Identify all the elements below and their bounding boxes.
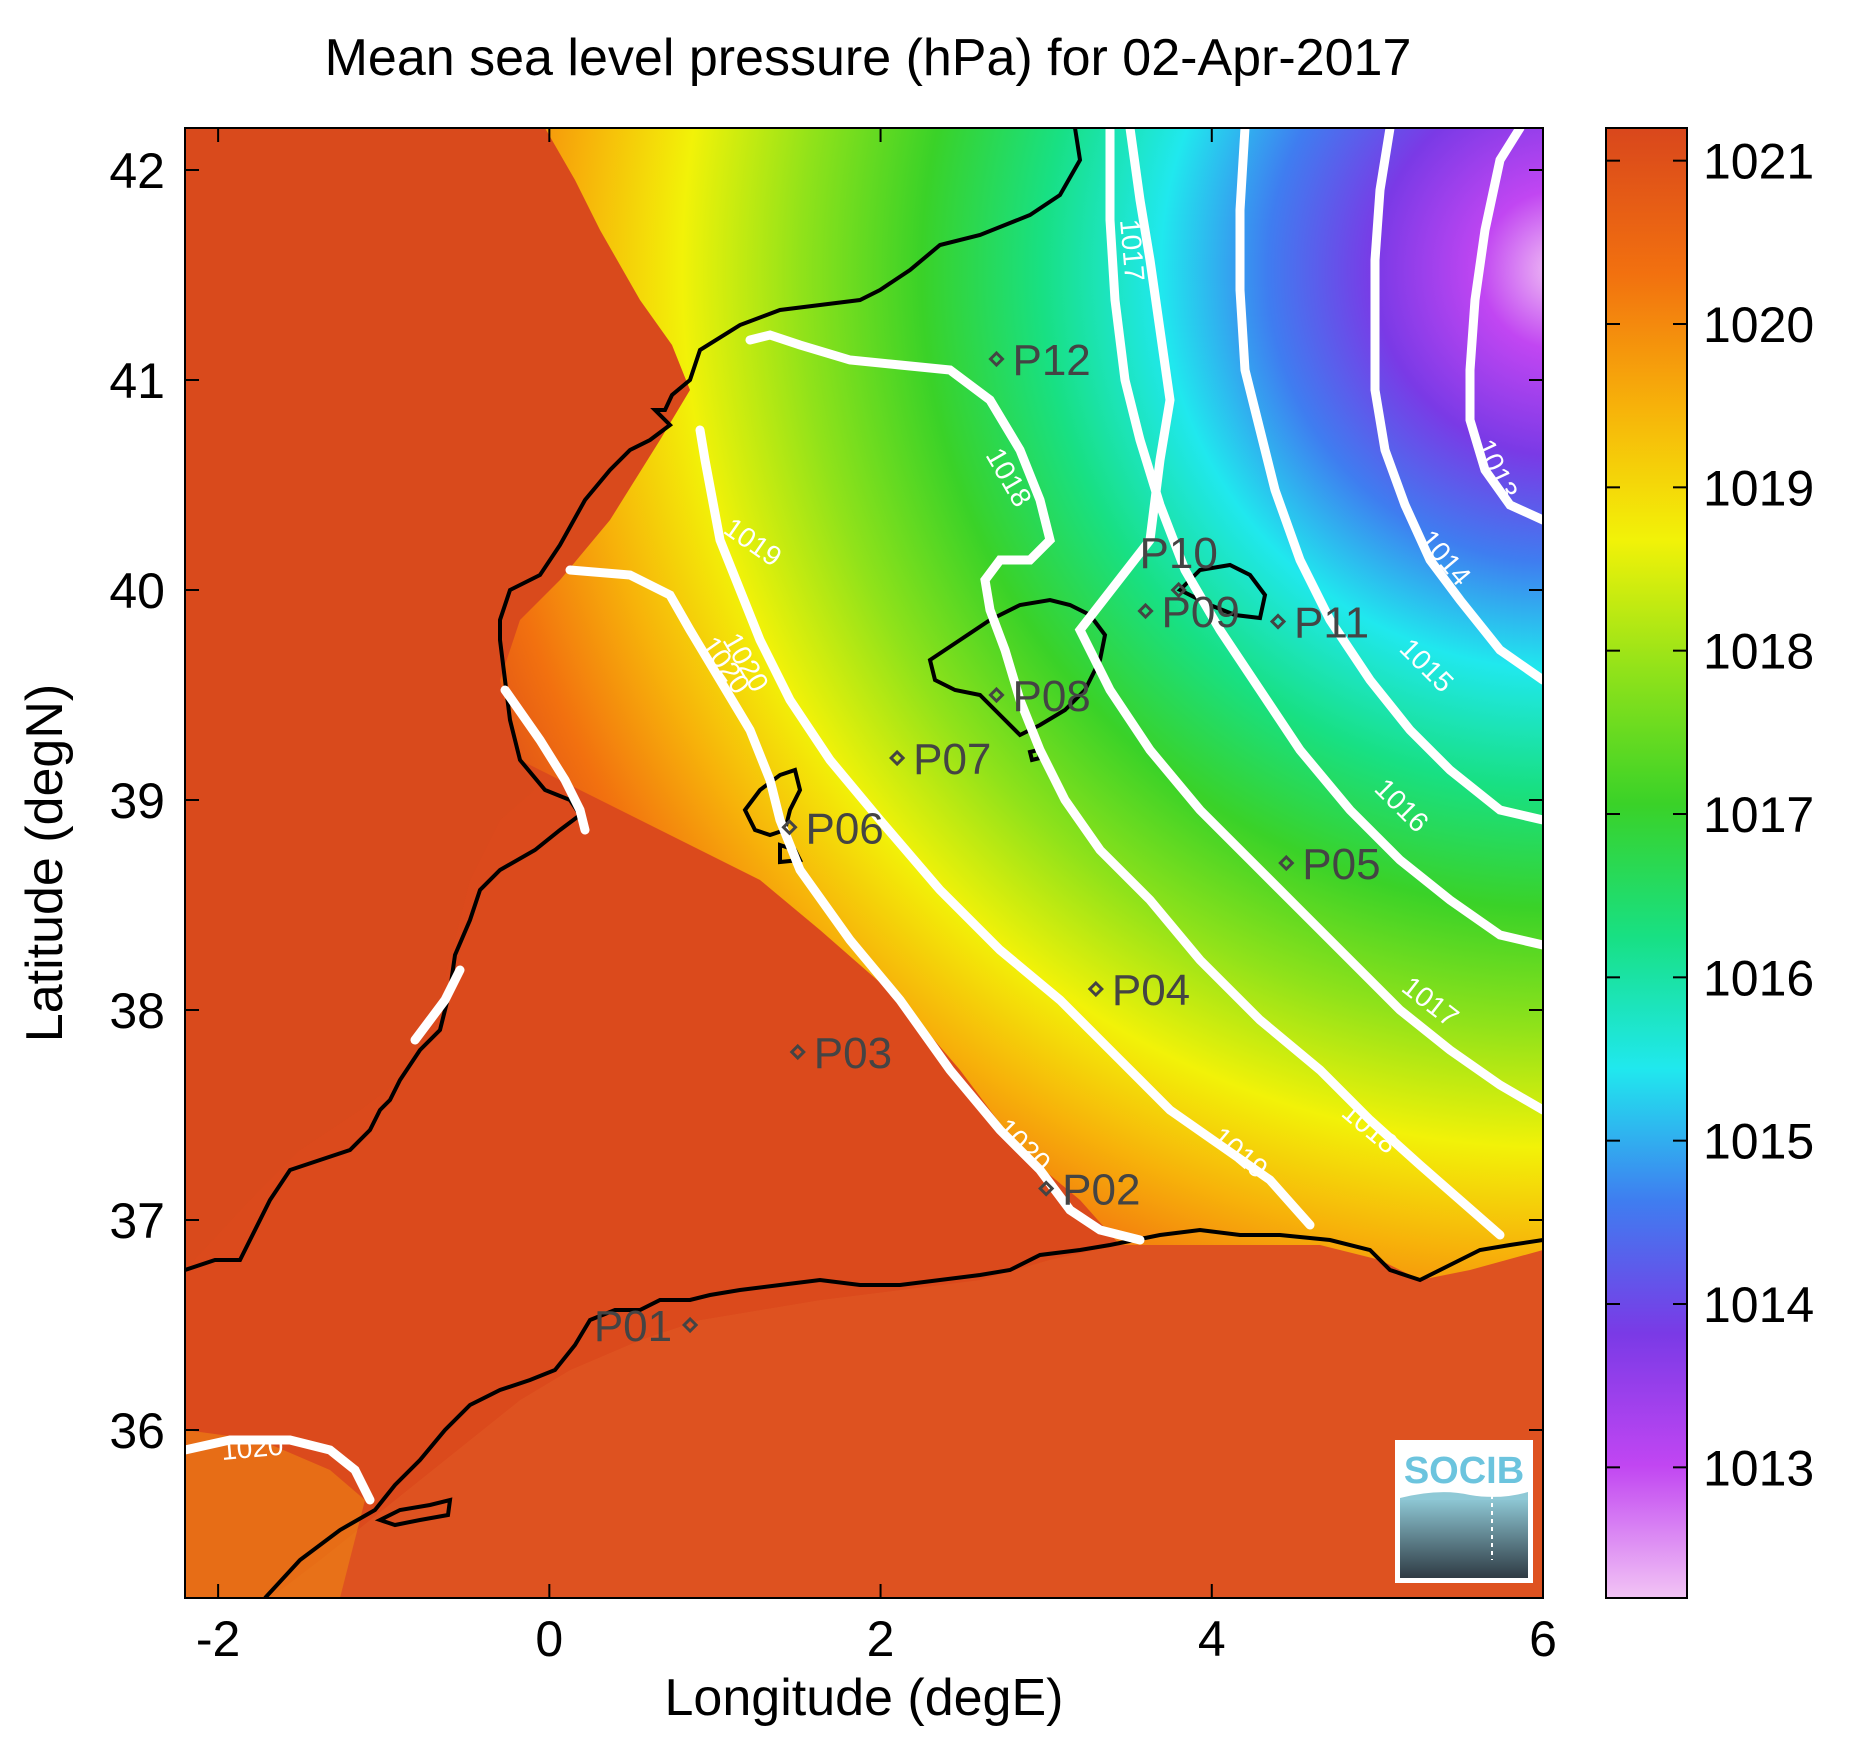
station-label: P03 <box>814 1029 892 1078</box>
station-marker <box>889 749 906 767</box>
isobar-1014 <box>1370 128 1543 685</box>
colorbar-ticks: 1021 1020 1019 1018 1017 1016 1015 1014 1013 <box>1606 134 1814 1496</box>
isobars <box>185 128 1543 1505</box>
land-southern-iberia <box>185 760 1120 1598</box>
station-label: P05 <box>1302 840 1380 889</box>
station-marker <box>988 686 1005 704</box>
isobar-1016 <box>1105 128 1543 950</box>
colorbar-tick-label: 1021 <box>1703 134 1814 190</box>
logo-text: SOCIB <box>1404 1450 1524 1492</box>
coastline-iberia <box>185 128 1083 1272</box>
station-marker <box>1087 980 1104 998</box>
contour-label: 1020 <box>220 1430 285 1466</box>
station-marker <box>988 350 1005 368</box>
isobar-1013 <box>1465 128 1543 525</box>
station-label: P04 <box>1112 966 1190 1015</box>
chart-title: Mean sea level pressure (hPa) for 02-Apr… <box>325 29 1412 87</box>
alboran-island <box>374 1497 453 1528</box>
y-tick-label: 40 <box>109 563 165 619</box>
coastline-north-africa <box>263 1227 1543 1598</box>
map-plot-area: 1013 1014 1015 1016 1017 1018 1019 1020 … <box>185 128 1543 1598</box>
y-axis: 42 41 40 39 38 37 36 <box>109 143 1543 1459</box>
y-tick-label: 38 <box>109 983 165 1039</box>
y-tick-label: 42 <box>109 143 165 199</box>
station-label: P08 <box>1012 672 1090 721</box>
station-marker <box>781 819 798 836</box>
station-marker <box>681 1316 699 1334</box>
x-axis-label: Longitude (degE) <box>665 1669 1064 1727</box>
station-label: P06 <box>805 804 883 853</box>
station-marker <box>1170 581 1187 599</box>
station-label: P01 <box>594 1302 672 1351</box>
sw-warm-patch <box>185 1430 365 1598</box>
isobar-1020-sw <box>185 1435 375 1505</box>
station-label: P07 <box>913 735 991 784</box>
island-menorca <box>1176 562 1268 621</box>
colorbar-scale <box>1605 127 1688 1599</box>
island-mallorca <box>927 597 1108 738</box>
isobar-1020-west <box>500 685 590 835</box>
station-label: P12 <box>1012 336 1090 385</box>
contour-label: 1017 <box>1114 218 1150 283</box>
x-axis: -2 0 2 4 6 <box>196 128 1557 1667</box>
isobar-1018 <box>745 330 1505 1240</box>
y-tick-label: 41 <box>109 353 165 409</box>
x-tick-label: 4 <box>1198 1611 1226 1667</box>
isobar-1015 <box>1235 128 1543 825</box>
plot-frame <box>184 127 1544 1599</box>
station-markers: P01 P02 P03 P04 P05 P06 P07 P08 P09 P10 P11 P12 <box>594 336 1381 1351</box>
land-iberia-west <box>185 128 690 1270</box>
colorbar-tick-label: 1019 <box>1703 460 1814 516</box>
isobar-1020-main <box>565 565 1145 1245</box>
isobar-1019 <box>695 425 1315 1230</box>
y-tick-label: 39 <box>109 773 165 829</box>
y-axis-label: Latitude (degN) <box>16 684 74 1042</box>
land-north-africa <box>270 1245 1543 1598</box>
y-tick-label: 36 <box>109 1403 165 1459</box>
colorbar: 1021 1020 1019 1018 1017 1016 1015 1014 1013 <box>1605 127 1814 1599</box>
colorbar-tick-label: 1013 <box>1703 1440 1814 1496</box>
colorbar-tick-label: 1016 <box>1703 950 1814 1006</box>
x-tick-label: 6 <box>1529 1611 1557 1667</box>
colorbar-tick-label: 1017 <box>1703 787 1814 843</box>
x-tick-label: 2 <box>867 1611 895 1667</box>
colorbar-tick-label: 1020 <box>1703 297 1814 353</box>
station-marker <box>1038 1180 1055 1197</box>
colorbar-tick-label: 1014 <box>1703 1277 1814 1333</box>
station-label: P02 <box>1062 1166 1140 1215</box>
x-tick-label: -2 <box>196 1611 240 1667</box>
station-marker <box>1269 613 1287 630</box>
station-label: P09 <box>1162 588 1240 637</box>
isobar-1020-coast <box>410 965 465 1045</box>
colorbar-tick-label: 1018 <box>1703 624 1814 680</box>
station-marker <box>1137 602 1154 620</box>
station-label: P11 <box>1294 599 1369 648</box>
isobar-1017 <box>1074 128 1543 1115</box>
socib-logo: SOCIB <box>1395 1440 1533 1583</box>
station-label: P10 <box>1140 529 1218 578</box>
station-marker <box>789 1043 806 1061</box>
station-marker <box>1278 854 1295 872</box>
colorbar-tick-label: 1015 <box>1703 1114 1814 1170</box>
x-tick-label: 0 <box>535 1611 563 1667</box>
y-tick-label: 37 <box>109 1193 165 1249</box>
